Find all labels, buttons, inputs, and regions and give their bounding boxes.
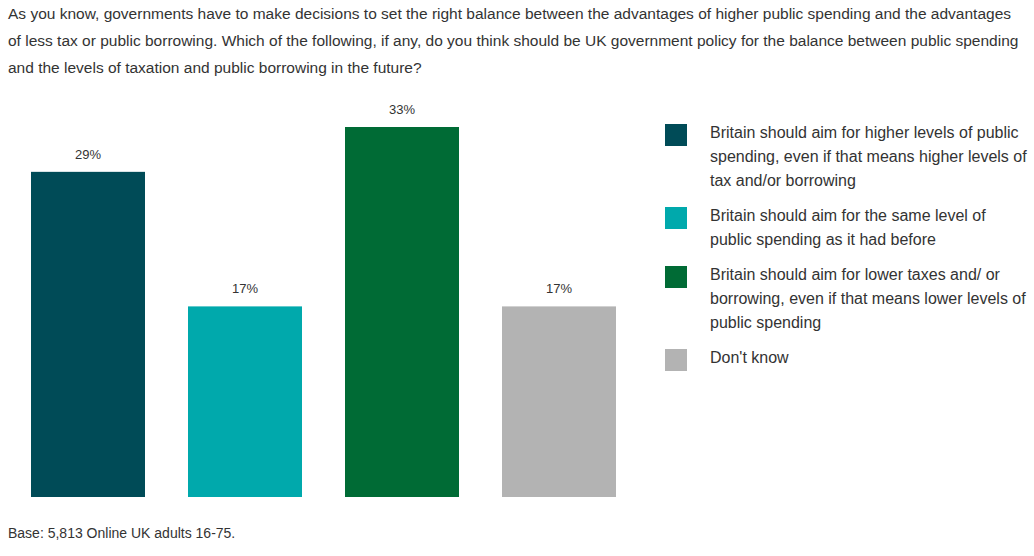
bar xyxy=(345,127,459,497)
legend-label: Britain should aim for lower taxes and/ … xyxy=(710,266,1026,331)
text-line: Don't know xyxy=(710,349,789,366)
text-line: Britain should aim for higher levels of … xyxy=(710,124,1019,141)
text-line: borrowing, even if that means lower leve… xyxy=(710,290,1026,307)
legend-swatch xyxy=(665,266,687,288)
data-label: 17% xyxy=(232,281,258,296)
legend-label: Britain should aim for higher levels of … xyxy=(710,124,1027,189)
text-line: Britain should aim for lower taxes and/ … xyxy=(710,266,1001,283)
text-line: tax and/or borrowing xyxy=(710,172,856,189)
bar xyxy=(31,172,145,497)
data-label: 33% xyxy=(389,102,415,117)
text-line: Britain should aim for the same level of xyxy=(710,207,986,224)
legend-swatch xyxy=(665,349,687,371)
text-line: public spending xyxy=(710,314,821,331)
legend-label: Britain should aim for the same level of… xyxy=(710,207,986,248)
text-line: spending, even if that means higher leve… xyxy=(710,148,1027,165)
data-label: 29% xyxy=(75,147,101,162)
text-line: public spending as it had before xyxy=(710,231,936,248)
chart: As you know, governments have to make de… xyxy=(0,0,1034,556)
bar xyxy=(502,306,616,497)
data-labels: 29% 17% 33% 17% xyxy=(75,102,572,296)
legend: Britain should aim for higher levels of … xyxy=(665,124,1027,371)
text-line: and the levels of taxation and public bo… xyxy=(8,59,422,76)
text-line: As you know, governments have to make de… xyxy=(8,5,1011,22)
bar xyxy=(188,306,302,497)
legend-swatch xyxy=(665,207,687,229)
data-label: 17% xyxy=(546,281,572,296)
caption: Base: 5,813 Online UK adults 16-75. xyxy=(8,525,235,541)
legend-swatch xyxy=(665,124,687,146)
legend-label: Don't know xyxy=(710,349,789,366)
title: As you know, governments have to make de… xyxy=(8,5,1018,76)
text-line: of less tax or public borrowing. Which o… xyxy=(8,32,1018,49)
bars xyxy=(31,127,616,497)
